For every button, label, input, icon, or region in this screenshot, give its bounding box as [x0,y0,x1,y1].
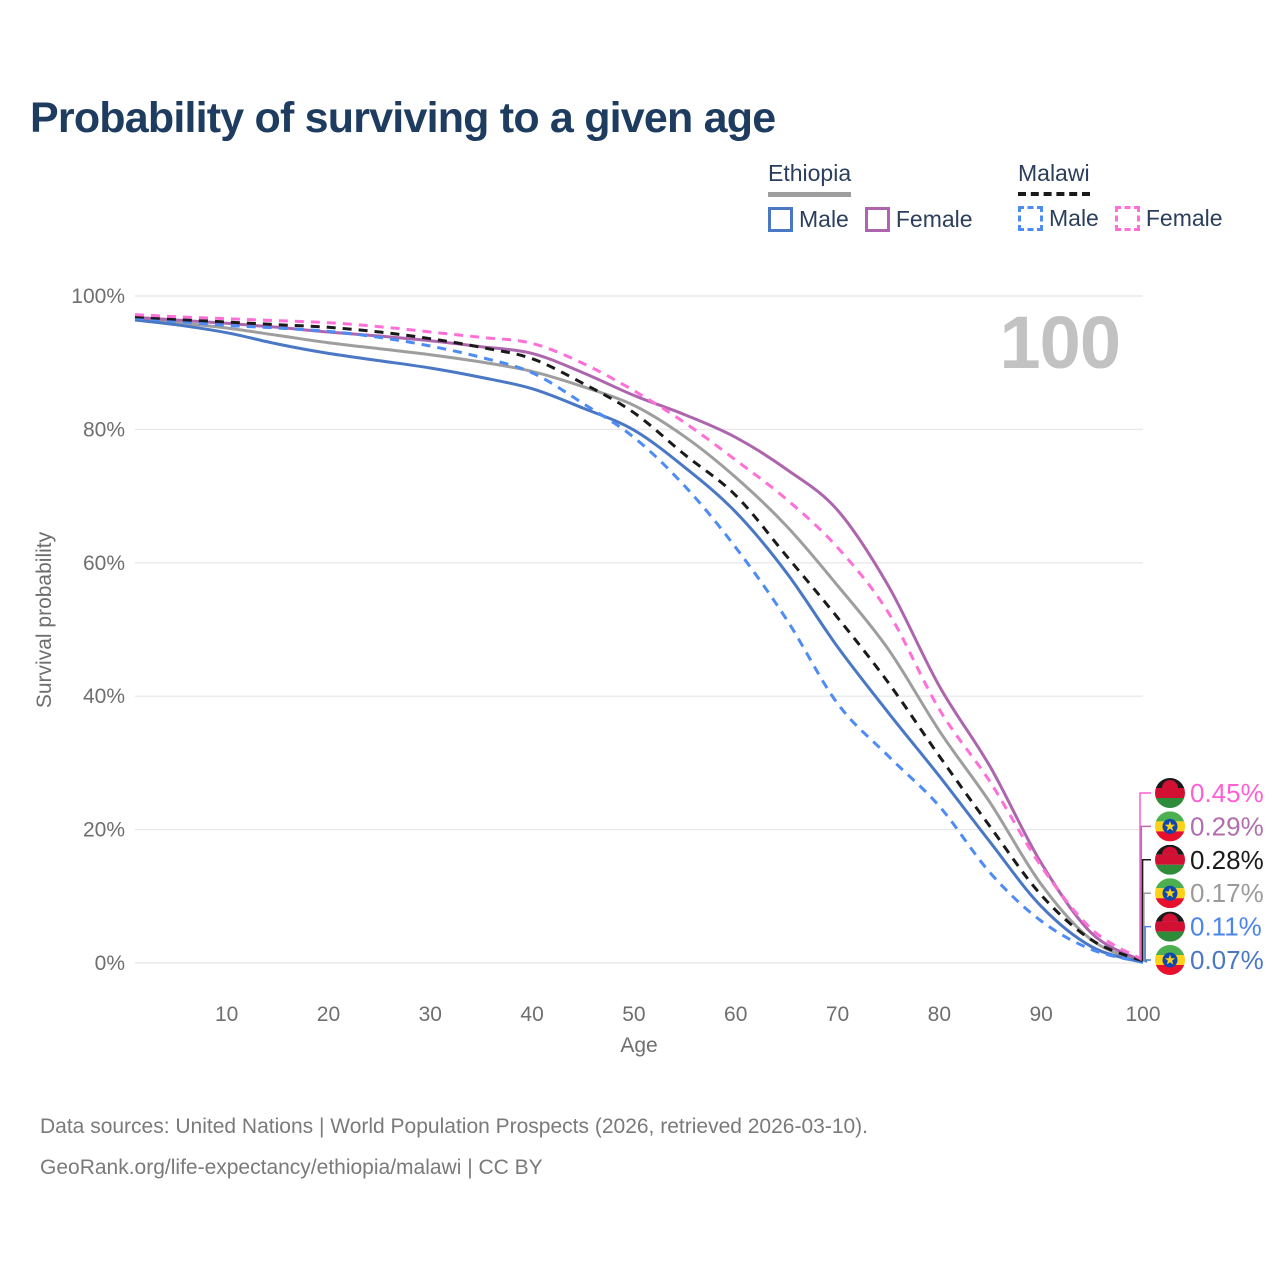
x-tick-label: 10 [215,1003,238,1026]
legend-swatch-malawi-male[interactable] [1018,206,1043,231]
x-tick-label: 50 [622,1003,645,1026]
legend-ethiopia-male-label[interactable]: Male [799,206,849,232]
legend-malawi-label[interactable]: Malawi [1018,160,1090,196]
x-tick-label: 80 [928,1003,951,1026]
x-tick-label: 40 [520,1003,543,1026]
end-label-leader-line [1139,792,1151,960]
end-label-leader-line [1140,825,1151,962]
y-tick-label: 100% [71,285,125,308]
curve-ethiopia-male [134,318,1144,964]
x-tick-label: 20 [317,1003,340,1026]
ethiopia-flag-red-stripe [1155,965,1185,975]
end-label-leader-line [1144,925,1151,963]
malawi-flag-red-stripe [1155,788,1185,798]
legend-swatch-ethiopia-female[interactable] [864,207,890,232]
ethiopia-flag-green-stripe [1155,811,1185,822]
ethiopia-flag-icon [1155,945,1185,975]
y-tick-label: 40% [83,685,125,708]
curve-malawi-male [134,316,1144,964]
malawi-flag-sun [1162,780,1178,788]
malawi-flag-green-stripe [1155,798,1185,808]
malawi-flag-green-stripe [1155,864,1185,875]
ethiopia-flag-star [1164,954,1176,965]
malawi-flag-icon [1155,778,1185,808]
malawi-flag-sun [1162,846,1178,855]
legend-malawi-items: Male Female [1018,205,1239,232]
malawi-flag-red-stripe [1155,854,1185,865]
x-axis-title: Age [620,1034,657,1057]
legend-swatch-malawi-female[interactable] [1114,206,1140,231]
page-title: Probability of surviving to a given age [30,94,776,142]
x-tick-label: 70 [826,1003,849,1026]
y-tick-label: 80% [83,418,125,441]
x-tick-label: 100 [1125,1003,1160,1026]
end-label-value-malawi-female: 0.45% [1190,778,1264,808]
data-sources-line: Data sources: United Nations | World Pop… [40,1115,869,1138]
curve-ethiopia-both-sexes- [134,317,1144,964]
malawi-flag-icon [1155,911,1185,942]
ethiopia-flag-icon [1155,811,1185,842]
ethiopia-flag-icon [1155,878,1185,909]
georank-link-line[interactable]: GeoRank.org/life-expectancy/ethiopia/mal… [40,1156,543,1179]
age-counter-watermark: 100 [999,301,1121,384]
legend-ethiopia-female-label[interactable]: Female [895,206,973,232]
legend-swatch-ethiopia-male[interactable] [768,207,793,232]
malawi-flag-sun [1162,913,1178,922]
ethiopia-flag-star [1164,887,1176,898]
curve-malawi-female [134,313,1144,962]
axis-tick-labels: 0% 20% 40% 60% 80% 100% 10 20 30 40 50 60 70 80 90 100 A… [71,285,1160,1057]
end-label-value-malawi-both-sexes-: 0.28% [1190,845,1264,875]
end-label-leader-line [1143,892,1151,962]
legend-group-ethiopia: Ethiopia Male Female [768,160,989,233]
ethiopia-flag-star [1164,820,1176,831]
end-label-leader-line [1145,959,1151,963]
legend-malawi-female-label[interactable]: Female [1145,205,1223,231]
end-label-value-ethiopia-female: 0.29% [1190,811,1264,841]
ethiopia-flag-red-stripe [1155,831,1185,842]
legend-group-malawi: Malawi Male Female [1018,160,1239,232]
legend-ethiopia-items: Male Female [768,206,989,233]
y-tick-label: 60% [83,552,125,575]
source-attribution: Data sources: United Nations | World Pop… [40,1106,868,1188]
end-label-value-ethiopia-male: 0.07% [1190,945,1264,975]
end-label-value-ethiopia-both-sexes-: 0.17% [1190,878,1264,908]
end-label-value-malawi-male: 0.11% [1190,912,1262,942]
y-tick-label: 20% [83,819,125,842]
malawi-flag-icon [1155,844,1185,875]
ethiopia-flag-green-stripe [1155,878,1185,889]
x-tick-label: 60 [724,1003,747,1026]
legend-ethiopia-label[interactable]: Ethiopia [768,160,852,197]
ethiopia-flag-red-stripe [1155,898,1185,909]
legend-malawi-male-label[interactable]: Male [1049,205,1099,231]
end-label-leader-line [1141,859,1151,962]
ethiopia-flag-green-stripe [1155,945,1185,955]
curve-malawi-both-sexes- [134,315,1144,963]
y-tick-label: 0% [95,952,125,975]
malawi-flag-red-stripe [1155,921,1185,932]
survival-curves [134,313,1144,964]
malawi-flag-green-stripe [1155,931,1185,942]
chart-legend: Ethiopia Male Female Malawi Male Female [0,160,1280,240]
x-tick-label: 90 [1030,1003,1053,1026]
x-tick-label: 30 [419,1003,442,1026]
end-value-labels: 0.45%0.29% 0.28%0.17% 0.11%0.07% [1139,778,1264,975]
curve-ethiopia-female [134,315,1144,963]
gridlines [135,295,1143,964]
